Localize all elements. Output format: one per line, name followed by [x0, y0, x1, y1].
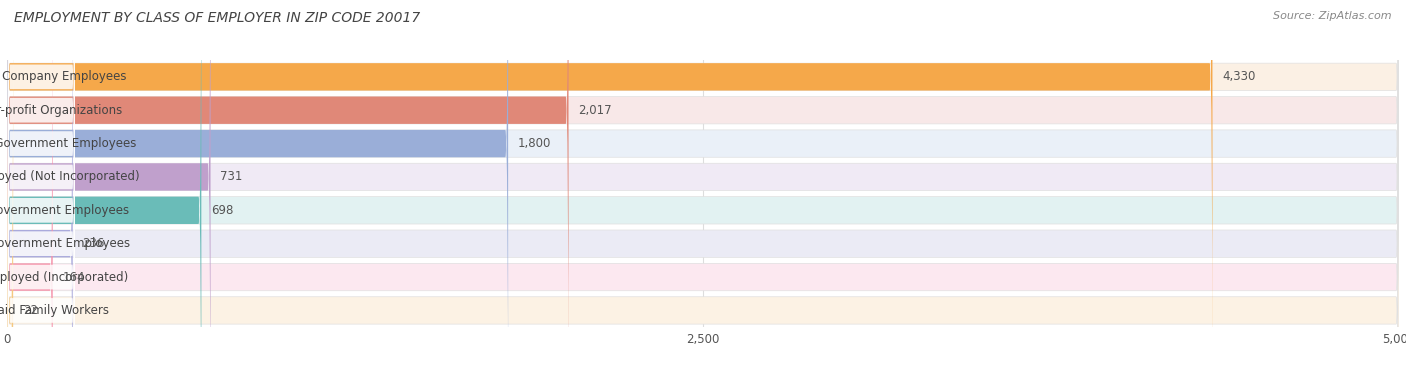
Text: 1,800: 1,800	[517, 137, 551, 150]
Text: 2,017: 2,017	[578, 104, 612, 117]
FancyBboxPatch shape	[8, 0, 75, 332]
FancyBboxPatch shape	[7, 0, 568, 376]
FancyBboxPatch shape	[8, 0, 75, 376]
FancyBboxPatch shape	[7, 0, 1399, 376]
FancyBboxPatch shape	[7, 0, 508, 376]
Text: 236: 236	[83, 237, 105, 250]
FancyBboxPatch shape	[7, 0, 1399, 376]
FancyBboxPatch shape	[7, 0, 52, 376]
FancyBboxPatch shape	[7, 0, 1399, 376]
Text: Self-Employed (Not Incorporated): Self-Employed (Not Incorporated)	[0, 170, 141, 183]
FancyBboxPatch shape	[8, 0, 75, 376]
Text: Self-Employed (Incorporated): Self-Employed (Incorporated)	[0, 271, 128, 284]
FancyBboxPatch shape	[8, 0, 75, 365]
FancyBboxPatch shape	[7, 0, 211, 376]
FancyBboxPatch shape	[8, 0, 75, 376]
FancyBboxPatch shape	[7, 0, 1399, 376]
Text: Source: ZipAtlas.com: Source: ZipAtlas.com	[1274, 11, 1392, 21]
FancyBboxPatch shape	[7, 0, 1399, 376]
Text: 22: 22	[22, 304, 38, 317]
Text: 4,330: 4,330	[1222, 70, 1256, 83]
Text: Private Company Employees: Private Company Employees	[0, 70, 127, 83]
Text: EMPLOYMENT BY CLASS OF EMPLOYER IN ZIP CODE 20017: EMPLOYMENT BY CLASS OF EMPLOYER IN ZIP C…	[14, 11, 420, 25]
FancyBboxPatch shape	[7, 0, 1399, 376]
FancyBboxPatch shape	[7, 0, 1399, 376]
FancyBboxPatch shape	[8, 23, 75, 376]
FancyBboxPatch shape	[8, 56, 75, 376]
FancyBboxPatch shape	[7, 0, 201, 376]
Text: Federal Government Employees: Federal Government Employees	[0, 137, 136, 150]
FancyBboxPatch shape	[7, 0, 1212, 376]
FancyBboxPatch shape	[7, 0, 1399, 376]
Text: Unpaid Family Workers: Unpaid Family Workers	[0, 304, 108, 317]
Text: 164: 164	[62, 271, 84, 284]
FancyBboxPatch shape	[7, 0, 73, 376]
Text: 731: 731	[221, 170, 243, 183]
Text: Local Government Employees: Local Government Employees	[0, 204, 129, 217]
FancyBboxPatch shape	[7, 0, 13, 376]
Text: 698: 698	[211, 204, 233, 217]
FancyBboxPatch shape	[8, 0, 75, 376]
Text: State Government Employees: State Government Employees	[0, 237, 129, 250]
Text: Not-for-profit Organizations: Not-for-profit Organizations	[0, 104, 122, 117]
